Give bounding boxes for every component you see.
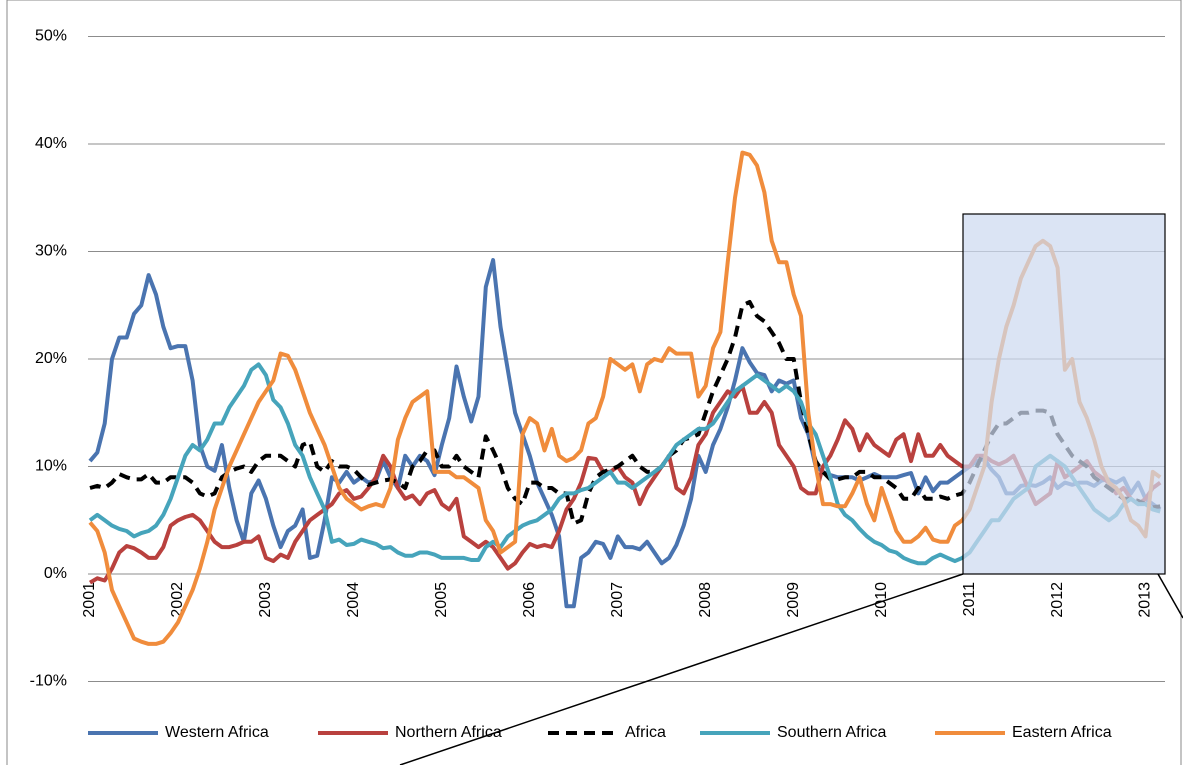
- legend-label: Southern Africa: [777, 724, 887, 741]
- legend-label: Eastern Africa: [1012, 724, 1112, 741]
- legend-label: Northern Africa: [395, 724, 502, 741]
- zoom-line: [399, 573, 964, 765]
- x-tick-label: 2007: [609, 582, 626, 618]
- x-tick-label: 2013: [1137, 582, 1154, 618]
- x-tick-label: 2008: [697, 582, 714, 618]
- y-tick-label: 40%: [35, 135, 67, 152]
- x-tick-label: 2011: [961, 582, 978, 617]
- zoom-line: [1157, 573, 1183, 619]
- x-tick-label: 2003: [257, 582, 274, 618]
- y-tick-label: 30%: [35, 243, 67, 260]
- y-tick-label: 0%: [44, 565, 67, 582]
- y-tick-label: -10%: [30, 673, 67, 690]
- legend: Western Africa Northern Africa Africa South…: [88, 724, 1112, 741]
- x-tick-label: 2012: [1049, 582, 1066, 618]
- x-tick-label: 2004: [345, 582, 362, 618]
- x-tick-label: 2005: [433, 582, 450, 618]
- x-tick-label: 2002: [169, 582, 186, 618]
- highlight-box: [962, 213, 1166, 575]
- chart-border: [6, 0, 1182, 765]
- x-tick-label: 2001: [81, 582, 98, 618]
- legend-label: Africa: [625, 724, 666, 741]
- series-line: [89, 300, 1161, 526]
- y-tick-label: 10%: [35, 458, 67, 475]
- x-tick-label: 2006: [521, 582, 538, 618]
- y-tick-label: 50%: [35, 28, 67, 45]
- legend-label: Western Africa: [165, 724, 269, 741]
- x-tick-label: 2010: [873, 582, 890, 618]
- y-tick-label: 20%: [35, 350, 67, 367]
- x-tick-label: 2009: [785, 582, 802, 618]
